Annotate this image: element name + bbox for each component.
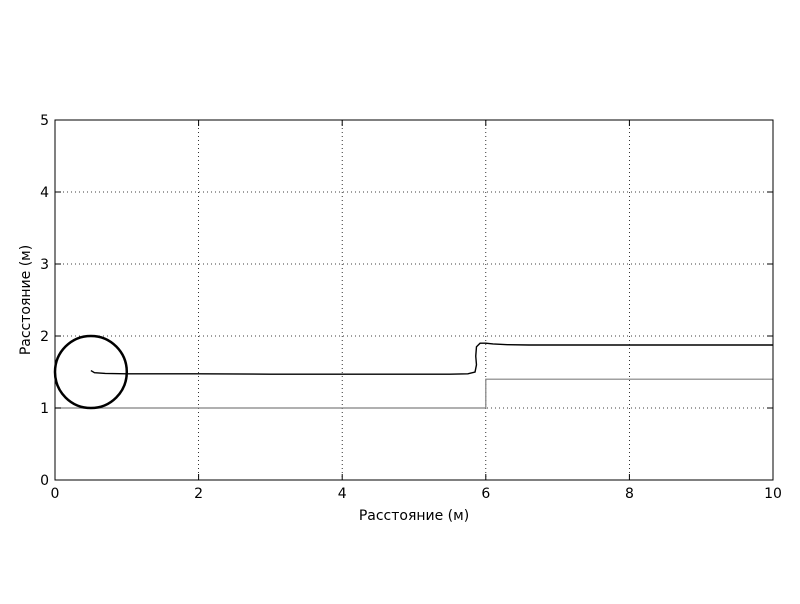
y-tick-label: 4 (40, 185, 49, 201)
boundary-line (55, 378, 773, 409)
y-axis-label: Расстояние (м) (18, 245, 34, 355)
x-tick-label: 6 (481, 486, 490, 502)
y-tick-label: 5 (40, 113, 49, 129)
y-tick-label: 1 (40, 401, 49, 417)
x-tick-label: 0 (51, 486, 60, 502)
grid (55, 120, 773, 480)
x-tick-label: 10 (764, 486, 782, 502)
y-tick-label: 2 (40, 329, 49, 345)
y-tick-label: 3 (40, 257, 49, 273)
x-tick-label: 4 (338, 486, 347, 502)
x-tick-label: 2 (194, 486, 203, 502)
trajectory-line (90, 342, 773, 375)
x-axis-label: Расстояние (м) (359, 508, 469, 524)
ticks: 0 2 4 6 8 10 0 1 2 3 4 5 (40, 113, 782, 502)
x-tick-label: 8 (625, 486, 634, 502)
axes-frame (54, 119, 774, 481)
y-tick-label: 0 (40, 473, 49, 489)
